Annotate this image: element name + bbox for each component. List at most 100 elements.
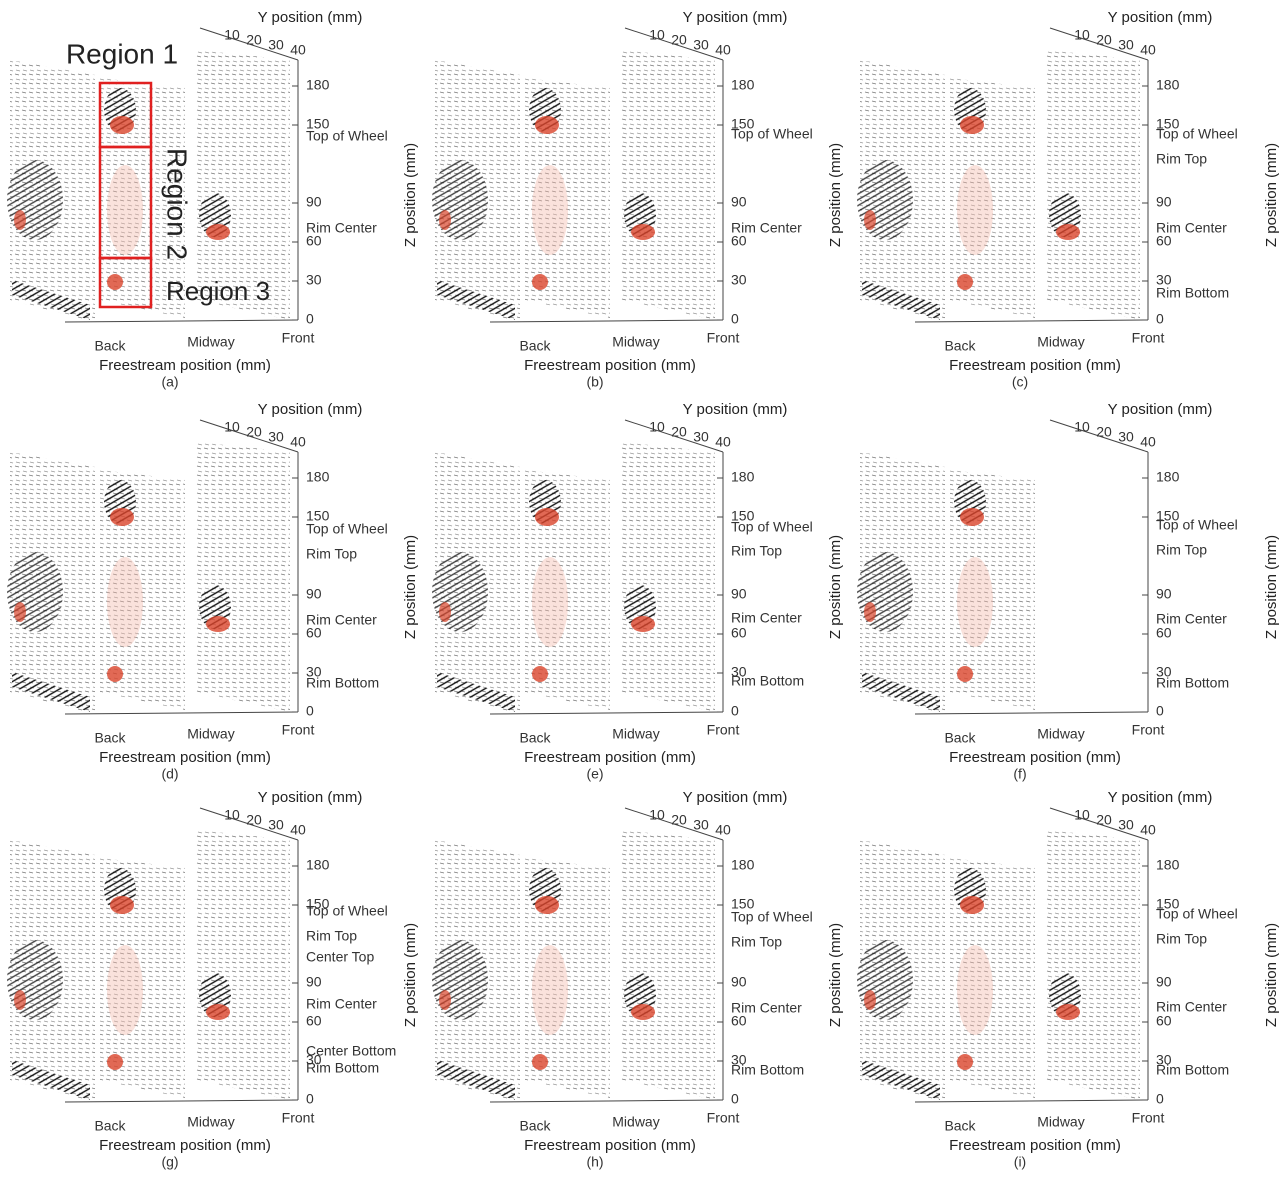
panel-label: (a) bbox=[161, 374, 178, 390]
figure: 0306090150180Top of WheelRim Center10203… bbox=[0, 0, 1286, 1173]
z-tick-label: 90 bbox=[306, 194, 322, 210]
y-axis-title: Y position (mm) bbox=[1108, 789, 1213, 806]
red-flow bbox=[107, 666, 123, 682]
z-tick-label: 180 bbox=[1156, 469, 1180, 485]
z-tick-label: 60 bbox=[731, 625, 747, 641]
annotation: Rim Top bbox=[731, 543, 782, 559]
y-tick-label: 20 bbox=[1096, 812, 1112, 828]
red-flow bbox=[864, 990, 876, 1010]
x-tick-label: Back bbox=[94, 338, 126, 354]
annotation: Rim Center bbox=[731, 610, 802, 626]
light-flow bbox=[532, 165, 568, 255]
red-flow bbox=[532, 274, 548, 290]
vector-plane bbox=[1046, 830, 1140, 1100]
panel-label: (h) bbox=[586, 1154, 603, 1170]
x-tick-label: Midway bbox=[1037, 726, 1084, 742]
annotation: Rim Center bbox=[1156, 220, 1227, 236]
red-flow bbox=[439, 210, 451, 230]
x-axis bbox=[915, 320, 1148, 322]
x-tick-label: Back bbox=[944, 730, 976, 746]
z-axis-title: Z position (mm) bbox=[402, 923, 419, 1027]
x-axis-title: Freestream position (mm) bbox=[949, 749, 1121, 766]
z-tick-label: 90 bbox=[731, 586, 747, 602]
y-tick-label: 40 bbox=[1140, 42, 1156, 58]
x-tick-label: Front bbox=[707, 330, 740, 346]
z-tick-label: 0 bbox=[1156, 311, 1164, 327]
red-flow bbox=[206, 616, 230, 632]
annotation: Top of Wheel bbox=[1156, 906, 1238, 922]
red-flow bbox=[110, 508, 134, 526]
region-label: Region 1 bbox=[66, 38, 178, 69]
red-flow bbox=[960, 896, 984, 914]
dark-flow bbox=[432, 552, 488, 632]
red-flow bbox=[960, 508, 984, 526]
annotation: Top of Wheel bbox=[731, 126, 813, 142]
z-tick-label: 180 bbox=[731, 469, 755, 485]
x-tick-label: Front bbox=[282, 722, 315, 738]
y-tick-label: 10 bbox=[649, 807, 665, 823]
red-flow bbox=[110, 896, 134, 914]
dark-flow bbox=[857, 940, 913, 1020]
x-axis-title: Freestream position (mm) bbox=[949, 1137, 1121, 1154]
z-tick-label: 180 bbox=[1156, 77, 1180, 93]
panel-label: (d) bbox=[161, 766, 178, 782]
red-flow bbox=[14, 210, 26, 230]
panel-label: (c) bbox=[1012, 374, 1028, 390]
x-axis-title: Freestream position (mm) bbox=[99, 749, 271, 766]
dark-flow bbox=[7, 160, 63, 240]
y-tick-label: 10 bbox=[1074, 419, 1090, 435]
panel: 0306090150180Top of WheelRim Center10203… bbox=[402, 9, 813, 390]
annotation: Rim Bottom bbox=[1156, 675, 1229, 691]
vector-plane bbox=[621, 830, 715, 1100]
red-flow bbox=[206, 1004, 230, 1020]
red-flow bbox=[14, 990, 26, 1010]
x-axis bbox=[65, 1100, 298, 1102]
annotation: Rim Top bbox=[1156, 931, 1207, 947]
x-axis bbox=[65, 320, 298, 322]
red-flow bbox=[107, 1054, 123, 1070]
y-axis-title: Y position (mm) bbox=[683, 401, 788, 418]
z-tick-label: 180 bbox=[731, 857, 755, 873]
x-tick-label: Midway bbox=[187, 726, 234, 742]
red-flow bbox=[960, 116, 984, 134]
panel-label: (i) bbox=[1014, 1154, 1026, 1170]
z-tick-label: 0 bbox=[731, 311, 739, 327]
annotation: Rim Top bbox=[731, 934, 782, 950]
y-axis-title: Y position (mm) bbox=[683, 9, 788, 26]
z-tick-label: 0 bbox=[306, 703, 314, 719]
y-tick-label: 10 bbox=[224, 27, 240, 43]
annotation: Top of Wheel bbox=[306, 128, 388, 144]
x-axis-title: Freestream position (mm) bbox=[949, 357, 1121, 374]
z-tick-label: 180 bbox=[306, 469, 330, 485]
annotation: Rim Top bbox=[1156, 542, 1207, 558]
annotation: Rim Bottom bbox=[1156, 1062, 1229, 1078]
panel-label: (f) bbox=[1013, 766, 1026, 782]
dark-flow bbox=[432, 940, 488, 1020]
y-tick-label: 20 bbox=[671, 32, 687, 48]
x-tick-label: Back bbox=[94, 730, 126, 746]
annotation: Top of Wheel bbox=[306, 903, 388, 919]
z-tick-label: 90 bbox=[306, 974, 322, 990]
y-tick-label: 40 bbox=[290, 434, 306, 450]
z-tick-label: 0 bbox=[731, 703, 739, 719]
z-axis-title: Z position (mm) bbox=[827, 535, 844, 639]
x-tick-label: Midway bbox=[1037, 1114, 1084, 1130]
red-flow bbox=[107, 274, 123, 290]
z-tick-label: 180 bbox=[1156, 857, 1180, 873]
annotation: Rim Bottom bbox=[306, 675, 379, 691]
y-tick-label: 20 bbox=[246, 812, 262, 828]
y-axis-title: Y position (mm) bbox=[258, 789, 363, 806]
y-tick-label: 20 bbox=[1096, 424, 1112, 440]
y-tick-label: 40 bbox=[1140, 434, 1156, 450]
red-flow bbox=[631, 616, 655, 632]
dark-flow bbox=[857, 160, 913, 240]
z-tick-label: 90 bbox=[731, 194, 747, 210]
z-tick-label: 180 bbox=[306, 77, 330, 93]
x-tick-label: Front bbox=[1132, 1110, 1165, 1126]
red-flow bbox=[535, 508, 559, 526]
y-tick-label: 30 bbox=[1118, 817, 1134, 833]
z-tick-label: 60 bbox=[306, 1013, 322, 1029]
red-flow bbox=[631, 1004, 655, 1020]
